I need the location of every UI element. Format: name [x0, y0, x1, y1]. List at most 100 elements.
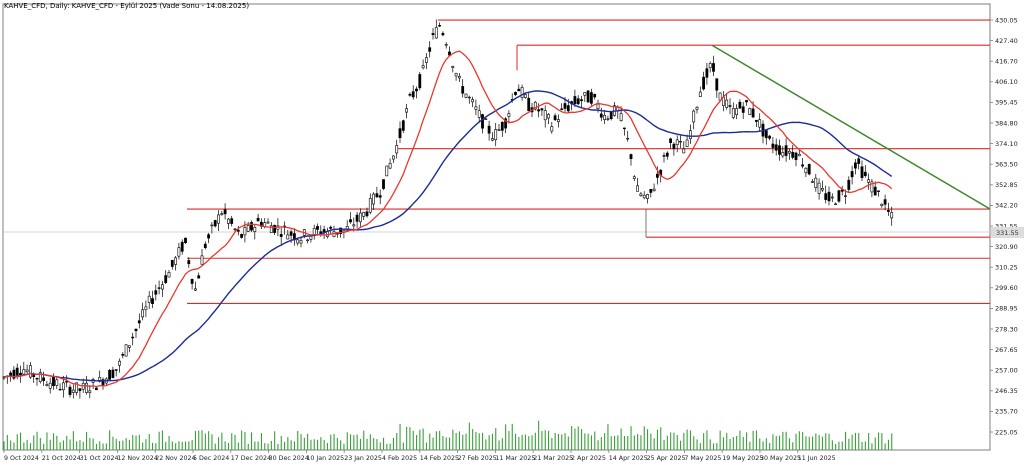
volume-bar [267, 443, 269, 450]
volume-bar [142, 442, 144, 450]
candle [494, 123, 498, 147]
volume-bar [317, 439, 319, 450]
volume-bar [326, 443, 328, 450]
volume-bar [287, 437, 289, 450]
candle [886, 202, 890, 216]
volume-bar [194, 430, 196, 450]
volume-bar [610, 436, 612, 450]
x-tick-label: 5 Dec 2024 [193, 455, 229, 462]
candle [481, 113, 484, 134]
volume-bar [432, 437, 434, 450]
candle [507, 110, 511, 124]
volume-bar [214, 443, 216, 450]
candle [830, 193, 834, 203]
candle [520, 84, 524, 101]
volume-bar [785, 431, 787, 450]
candle [652, 183, 656, 192]
candle [593, 93, 597, 100]
volume-bar [742, 436, 744, 450]
volume-bar [623, 435, 625, 450]
candle [599, 107, 603, 122]
candle [824, 185, 828, 204]
candle [662, 152, 666, 163]
volume-bar [227, 442, 229, 450]
candle [514, 91, 517, 97]
volume-bar [132, 435, 134, 450]
candle [266, 218, 270, 224]
volume-bar [788, 438, 790, 450]
candle [164, 270, 168, 285]
candle [735, 104, 739, 120]
volume-bar [198, 430, 200, 450]
candle [784, 138, 788, 162]
volume-bar [218, 437, 220, 450]
candle [811, 178, 814, 183]
candle [451, 65, 455, 73]
candle [870, 179, 874, 198]
volume-bar [76, 441, 78, 450]
candle [675, 135, 679, 153]
candle [712, 55, 715, 77]
candle [411, 85, 415, 100]
candle [121, 352, 125, 359]
candle [438, 22, 442, 27]
candle [497, 124, 501, 132]
candle [217, 210, 220, 231]
price-axis: 430.05 427.40 416.70 406.10 395.45 384.80 374.… [990, 16, 1018, 436]
volume-bar [386, 443, 388, 450]
x-tick-label: 19 May 2025 [722, 455, 763, 462]
candle [48, 377, 52, 394]
candle [847, 176, 851, 193]
volume-bar [224, 441, 226, 450]
volume-bar [656, 429, 658, 450]
candle [758, 113, 762, 132]
candle [210, 221, 214, 234]
x-tick-label: 11 Mar 2025 [495, 455, 535, 462]
volume-bar [72, 431, 74, 450]
candle [405, 103, 409, 119]
volume-bar [99, 441, 101, 450]
volume-bar [769, 443, 771, 450]
candle [863, 165, 867, 178]
x-tick-label: 27 Feb 2025 [458, 455, 497, 462]
candle [240, 233, 244, 239]
volume-bar [808, 436, 810, 450]
volume-bar [726, 432, 728, 450]
volume-bar [33, 435, 35, 450]
volume-bar [419, 429, 421, 450]
y-tick-label: 288.95 [995, 305, 1018, 313]
candle [197, 272, 201, 279]
candle [837, 189, 841, 203]
volume-bar [564, 433, 566, 450]
chart-title: KAHVE_CFD, Daily: KAHVE_CFD - Eylül 2025… [4, 2, 250, 10]
candle [718, 92, 722, 101]
candle [306, 238, 310, 244]
candle [669, 137, 673, 149]
volume-bar [521, 434, 523, 450]
candle [428, 41, 432, 58]
candle [504, 117, 508, 134]
volume-bar [125, 438, 127, 450]
volume-bar [79, 440, 81, 450]
candle [702, 71, 706, 91]
volume-bar [270, 440, 272, 450]
candle [223, 203, 227, 220]
volume-bar [86, 431, 88, 450]
candle [570, 100, 574, 111]
volume-bar [49, 439, 51, 450]
candle [259, 218, 263, 229]
x-tick-label: 21 Mar 2025 [533, 455, 573, 462]
candle [111, 366, 115, 379]
volume-bar [43, 443, 45, 450]
volume-bar [775, 435, 777, 450]
volume-bar [472, 429, 474, 450]
volume-bar [821, 436, 823, 450]
candle [857, 154, 861, 170]
volume-bar [544, 430, 546, 450]
candle [533, 100, 537, 111]
candle [203, 241, 207, 250]
descending-trendline[interactable] [711, 44, 991, 210]
